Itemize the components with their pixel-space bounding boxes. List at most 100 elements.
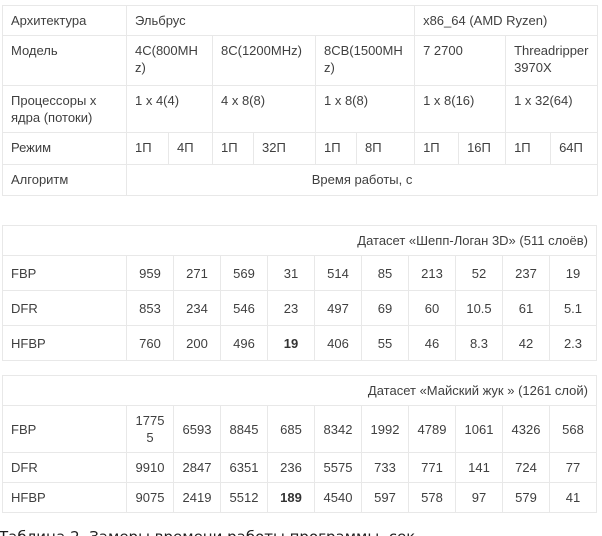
value-cell: 97 (455, 482, 503, 513)
value-cell: 9075 (126, 482, 174, 513)
mode-cell: 16П (458, 132, 507, 165)
value-cell: 568 (549, 405, 597, 453)
value-cell: 52 (455, 255, 503, 291)
value-cell: 237 (502, 255, 550, 291)
row-label: DFR (2, 452, 127, 483)
cpu-cores-row: Процессоры х ядра (потоки) 1 х 4(4) 4 х … (2, 85, 599, 133)
algorithm-value: Время работы, с (125, 164, 599, 196)
dataset-title-row: Датасет «Шепп-Логан 3D» (511 слоёв) (2, 225, 597, 256)
mode-cell: 8П (355, 132, 416, 165)
value-cell: 236 (267, 452, 315, 483)
value-cell: 724 (502, 452, 550, 483)
table-row-hfbp: HFBP 760 200 496 19 406 55 46 8.3 42 2.3 (2, 325, 597, 361)
value-cell: 19 (549, 255, 597, 291)
row-label-model: Модель (2, 35, 127, 86)
value-cell: 42 (502, 325, 550, 361)
value-cell-best: 189 (267, 482, 315, 513)
value-cell: 5512 (220, 482, 268, 513)
value-cell: 41 (549, 482, 597, 513)
mode-cell: 32П (253, 132, 316, 165)
row-label: FBP (2, 255, 127, 291)
row-label-mode: Режим (2, 132, 127, 165)
mode-cell: 1П (414, 132, 460, 165)
value-cell: 61 (502, 290, 550, 326)
value-cell: 959 (126, 255, 174, 291)
table-row-fbp: FBP 17755 6593 8845 685 8342 1992 4789 1… (2, 405, 597, 453)
value-cell: 771 (408, 452, 456, 483)
table-row-dfr: DFR 853 234 546 23 497 69 60 10.5 61 5.1 (2, 290, 597, 326)
value-cell: 60 (408, 290, 456, 326)
arch-group-elbrus: Эльбрус (125, 5, 416, 36)
value-cell: 17755 (126, 405, 174, 453)
cpu-cell: 1 х 32(64) (505, 85, 599, 133)
model-cell: 7 2700 (414, 35, 507, 86)
value-cell: 1992 (361, 405, 409, 453)
algorithm-row: Алгоритм Время работы, с (2, 164, 599, 196)
dataset-title-row: Датасет «Майский жук » (1261 слой) (2, 375, 597, 406)
dataset-title: Датасет «Шепп-Логан 3D» (511 слоёв) (2, 225, 597, 256)
value-cell: 406 (314, 325, 362, 361)
cpu-cell: 1 х 8(8) (314, 85, 416, 133)
value-cell: 85 (361, 255, 409, 291)
value-cell: 2419 (173, 482, 221, 513)
value-cell: 77 (549, 452, 597, 483)
value-cell: 271 (173, 255, 221, 291)
value-cell: 597 (361, 482, 409, 513)
model-cell: 8C(1200MHz) (212, 35, 316, 86)
dataset-table-shepp-logan: Датасет «Шепп-Логан 3D» (511 слоёв) FBP … (2, 225, 597, 361)
value-cell: 1061 (455, 405, 503, 453)
dataset-table-may-bug: Датасет «Майский жук » (1261 слой) FBP 1… (2, 375, 597, 513)
mode-cell: 1П (315, 132, 357, 165)
value-cell: 6351 (220, 452, 268, 483)
value-cell: 2847 (173, 452, 221, 483)
row-label-architecture: Архитектура (2, 5, 127, 36)
arch-group-x86: x86_64 (AMD Ryzen) (414, 5, 599, 36)
mode-cell: 4П (168, 132, 213, 165)
value-cell: 234 (173, 290, 221, 326)
model-cell: 8CB(1500MHz) (314, 35, 416, 86)
value-cell: 9910 (126, 452, 174, 483)
table-row-fbp: FBP 959 271 569 31 514 85 213 52 237 19 (2, 255, 597, 291)
value-cell: 46 (408, 325, 456, 361)
value-cell: 497 (314, 290, 362, 326)
value-cell: 23 (267, 290, 315, 326)
table-row-hfbp: HFBP 9075 2419 5512 189 4540 597 578 97 … (2, 482, 597, 513)
model-cell: Threadripper 3970X (505, 35, 599, 86)
value-cell: 853 (126, 290, 174, 326)
value-cell: 4540 (314, 482, 362, 513)
value-cell: 8342 (314, 405, 362, 453)
value-cell-best: 19 (267, 325, 315, 361)
dataset-title: Датасет «Майский жук » (1261 слой) (2, 375, 597, 406)
mode-cell: 1П (505, 132, 552, 165)
value-cell: 4789 (408, 405, 456, 453)
row-label: HFBP (2, 325, 127, 361)
mode-cell: 1П (212, 132, 254, 165)
value-cell: 141 (455, 452, 503, 483)
value-cell: 8845 (220, 405, 268, 453)
value-cell: 69 (361, 290, 409, 326)
row-label: FBP (2, 405, 127, 453)
model-row: Модель 4C(800MHz) 8C(1200MHz) 8CB(1500MH… (2, 35, 599, 86)
value-cell: 569 (220, 255, 268, 291)
row-label-cpu-cores: Процессоры х ядра (потоки) (2, 85, 127, 133)
value-cell: 6593 (173, 405, 221, 453)
mode-cell: 64П (550, 132, 599, 165)
value-cell: 213 (408, 255, 456, 291)
value-cell: 2.3 (549, 325, 597, 361)
value-cell: 579 (502, 482, 550, 513)
row-label-algorithm: Алгоритм (2, 164, 127, 196)
mode-cell: 1П (126, 132, 169, 165)
model-cell: 4C(800MHz) (126, 35, 213, 86)
value-cell: 4326 (502, 405, 550, 453)
cpu-cell: 1 х 4(4) (126, 85, 213, 133)
table-row-dfr: DFR 9910 2847 6351 236 5575 733 771 141 … (2, 452, 597, 483)
mode-row: Режим 1П 4П 1П 32П 1П 8П 1П 16П 1П 64П (2, 132, 599, 165)
value-cell: 578 (408, 482, 456, 513)
row-label: HFBP (2, 482, 127, 513)
value-cell: 5.1 (549, 290, 597, 326)
value-cell: 31 (267, 255, 315, 291)
cpu-cell: 4 х 8(8) (212, 85, 316, 133)
value-cell: 200 (173, 325, 221, 361)
value-cell: 10.5 (455, 290, 503, 326)
